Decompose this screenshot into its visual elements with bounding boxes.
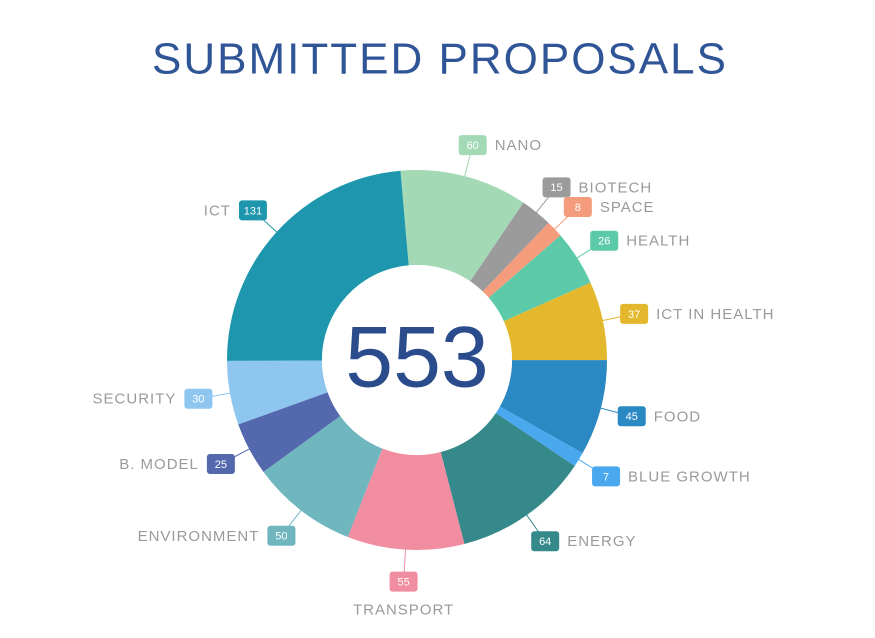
category-label: ICT IN HEALTH (656, 306, 774, 323)
value-badge (184, 388, 213, 409)
value-label: 8 (575, 202, 581, 214)
value-badge (590, 230, 619, 251)
value-label: 45 (626, 411, 638, 423)
value-badge (563, 196, 592, 217)
slice (227, 170, 409, 361)
category-label: BLUE GROWTH (628, 468, 751, 485)
value-label: 64 (539, 536, 551, 548)
slice (482, 222, 561, 298)
value-badge (458, 135, 487, 156)
value-badge (617, 406, 646, 427)
value-label: 50 (275, 531, 287, 543)
value-label: 26 (598, 236, 610, 248)
value-label: 15 (550, 182, 562, 194)
category-label: B. MODEL (119, 456, 199, 473)
value-badge (267, 525, 296, 546)
value-badge (542, 177, 571, 198)
category-label: HEALTH (626, 233, 690, 250)
value-label: 131 (244, 205, 262, 217)
value-badge (620, 303, 649, 324)
value-badge (238, 200, 267, 221)
category-label: SECURITY (93, 391, 177, 408)
value-badge (206, 454, 235, 475)
value-badge (592, 466, 621, 487)
category-label: FOOD (654, 408, 701, 425)
category-label: ENERGY (567, 533, 636, 550)
donut-hole (322, 265, 512, 455)
value-label: 7 (603, 471, 609, 483)
value-label: 60 (467, 140, 479, 152)
slice (347, 448, 465, 550)
slice (400, 170, 524, 282)
slice (503, 282, 607, 361)
total-label: 553 (345, 310, 489, 406)
slice (499, 360, 607, 454)
slice (238, 392, 341, 472)
category-label: ENVIRONMENT (138, 528, 260, 545)
value-label: 37 (628, 309, 640, 321)
category-label: BIOTECH (579, 179, 653, 196)
value-badge (531, 531, 560, 552)
slice (227, 360, 328, 425)
category-label: SPACE (600, 199, 655, 216)
value-label: 55 (397, 577, 409, 589)
slice (470, 202, 549, 292)
slice (263, 415, 383, 537)
chart-title: SUBMITTED PROPOSALS (152, 35, 728, 84)
slice (440, 412, 575, 544)
category-label: NANO (495, 137, 542, 154)
value-label: 25 (215, 459, 227, 471)
category-label: TRANSPORT (353, 602, 454, 619)
slice (488, 235, 591, 322)
value-badge (389, 571, 418, 592)
slice (495, 406, 583, 466)
category-label: ICT (204, 202, 231, 219)
value-label: 30 (192, 394, 204, 406)
